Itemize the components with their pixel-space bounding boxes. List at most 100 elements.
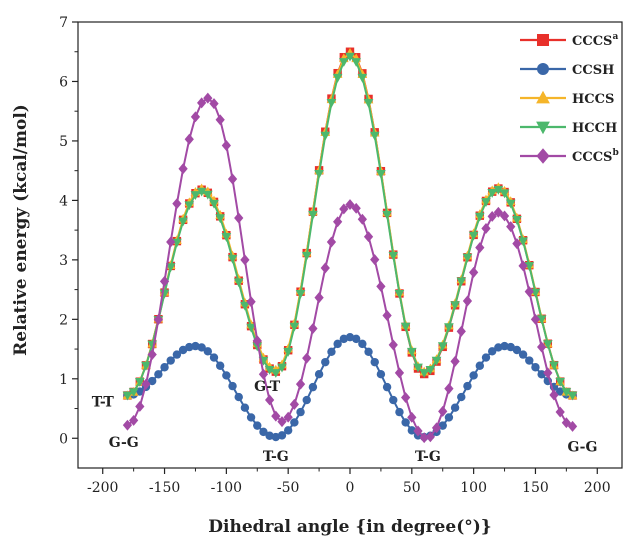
marker-diamond bbox=[289, 398, 299, 410]
marker-diamond bbox=[172, 198, 182, 210]
marker-triangle-down bbox=[456, 277, 467, 287]
marker-circle bbox=[240, 403, 250, 412]
marker-triangle-down bbox=[264, 365, 275, 375]
marker-triangle-down bbox=[542, 340, 553, 350]
marker-diamond bbox=[295, 378, 306, 390]
marker-diamond bbox=[203, 92, 213, 104]
marker-diamond bbox=[159, 275, 170, 287]
marker-diamond bbox=[190, 111, 201, 123]
series-ccsh bbox=[123, 332, 577, 442]
marker-diamond bbox=[506, 221, 516, 233]
marker-circle bbox=[407, 426, 417, 435]
marker-diamond bbox=[518, 260, 528, 272]
marker-diamond bbox=[258, 368, 269, 380]
axes-layer: -200 -150 -100 -50 0 50 100 150 200 0 1 2 3 4 5 6 7 bbox=[59, 15, 623, 496]
marker-diamond bbox=[444, 383, 454, 395]
marker-triangle-down bbox=[283, 347, 294, 357]
marker-triangle-down bbox=[512, 216, 522, 225]
marker-diamond bbox=[524, 286, 534, 298]
marker-diamond bbox=[401, 392, 411, 403]
marker-circle bbox=[154, 370, 163, 379]
conformer-label: G-G bbox=[109, 435, 139, 451]
marker-triangle-down bbox=[536, 121, 550, 135]
marker-circle bbox=[531, 363, 540, 372]
marker-diamond bbox=[376, 280, 386, 292]
marker-triangle-down bbox=[190, 191, 201, 200]
marker-triangle-down bbox=[196, 187, 207, 197]
marker-square bbox=[537, 34, 549, 46]
marker-circle bbox=[376, 369, 386, 379]
legend-item: CCCSb bbox=[520, 148, 619, 165]
marker-circle bbox=[364, 347, 373, 357]
marker-triangle-down bbox=[437, 342, 448, 352]
conformer-label: G-T bbox=[254, 379, 281, 395]
series-hcch bbox=[122, 52, 578, 401]
marker-circle bbox=[215, 361, 225, 370]
series-cccs-b bbox=[122, 92, 578, 444]
marker-diamond bbox=[555, 406, 565, 418]
y-tick-label: 4 bbox=[59, 193, 68, 209]
marker-triangle-down bbox=[134, 378, 145, 387]
marker-triangle-down bbox=[468, 231, 479, 241]
marker-triangle-down bbox=[536, 315, 547, 325]
marker-triangle-down bbox=[406, 347, 417, 357]
marker-triangle-down bbox=[481, 198, 491, 208]
marker-diamond bbox=[450, 355, 460, 367]
marker-triangle-down bbox=[301, 251, 312, 261]
x-tick-label: -100 bbox=[211, 480, 242, 496]
marker-circle bbox=[283, 426, 293, 435]
marker-circle bbox=[147, 376, 157, 386]
x-tick-label: 150 bbox=[522, 480, 549, 496]
marker-circle bbox=[481, 353, 491, 362]
marker-triangle-down bbox=[555, 377, 566, 387]
marker-triangle-down bbox=[363, 99, 374, 108]
marker-triangle-down bbox=[178, 217, 188, 227]
marker-diamond bbox=[166, 236, 176, 248]
marker-circle bbox=[197, 343, 206, 352]
marker-diamond bbox=[339, 203, 349, 215]
x-tick-label: -200 bbox=[87, 480, 118, 496]
marker-circle bbox=[463, 381, 472, 391]
marker-diamond bbox=[413, 425, 423, 437]
marker-triangle-down bbox=[400, 322, 411, 332]
y-tick-label: 3 bbox=[59, 253, 68, 269]
marker-triangle-down bbox=[172, 238, 182, 248]
marker-diamond bbox=[215, 114, 225, 126]
y-tick-label: 6 bbox=[59, 74, 68, 90]
marker-diamond bbox=[314, 292, 324, 304]
marker-circle bbox=[389, 395, 398, 405]
x-axis-label: Dihedral angle {in degree(°)} bbox=[208, 517, 491, 537]
marker-circle bbox=[500, 341, 509, 351]
marker-circle bbox=[351, 334, 361, 344]
marker-diamond bbox=[537, 341, 547, 353]
marker-diamond bbox=[345, 199, 355, 211]
marker-triangle-down bbox=[122, 391, 133, 401]
marker-triangle-down bbox=[202, 190, 213, 200]
y-tick-label: 0 bbox=[59, 431, 68, 447]
marker-circle bbox=[321, 357, 330, 367]
y-tick-label: 1 bbox=[59, 372, 68, 388]
marker-diamond bbox=[271, 410, 281, 422]
marker-diamond bbox=[184, 133, 194, 145]
marker-diamond bbox=[431, 422, 442, 434]
x-tick-label: 50 bbox=[403, 480, 421, 496]
legend-label: HCCH bbox=[572, 121, 617, 136]
marker-circle bbox=[370, 357, 379, 367]
marker-diamond bbox=[246, 296, 256, 308]
marker-circle bbox=[487, 347, 497, 356]
marker-circle bbox=[457, 392, 466, 402]
marker-diamond bbox=[407, 411, 417, 423]
y-tick-label: 5 bbox=[59, 134, 68, 150]
marker-diamond bbox=[227, 173, 238, 185]
marker-diamond bbox=[351, 202, 361, 214]
marker-triangle-down bbox=[369, 131, 380, 141]
marker-circle bbox=[475, 361, 485, 370]
marker-triangle-down bbox=[314, 169, 324, 179]
series-layer bbox=[122, 47, 578, 444]
y-tick-label: 7 bbox=[59, 15, 68, 31]
marker-circle bbox=[314, 369, 324, 379]
marker-triangle-down bbox=[388, 251, 399, 261]
marker-circle bbox=[308, 382, 318, 392]
marker-triangle-down bbox=[320, 131, 331, 141]
marker-diamond bbox=[178, 163, 188, 175]
